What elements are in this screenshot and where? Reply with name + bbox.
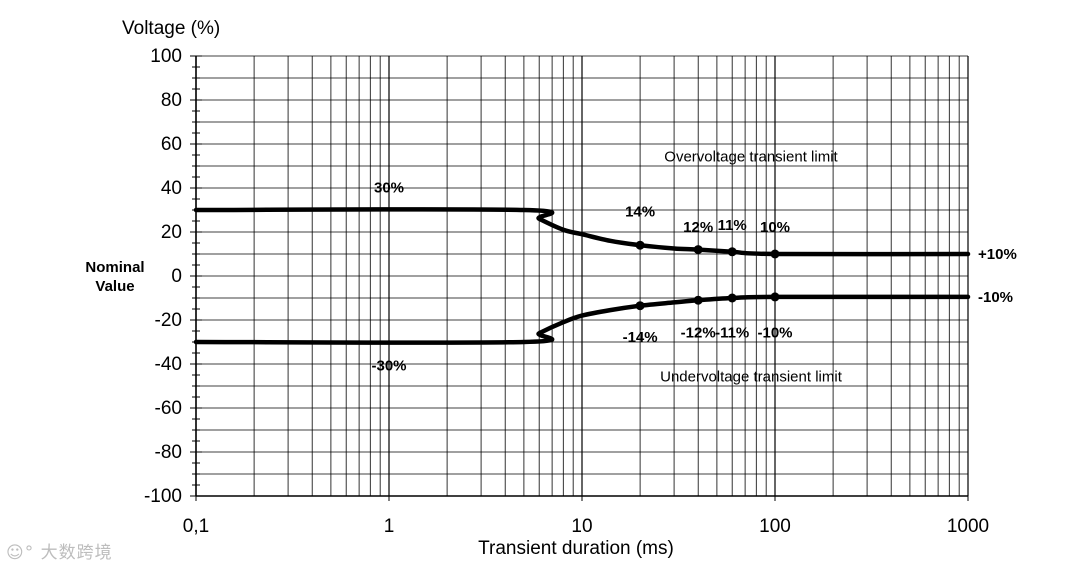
- x-tick-label: 10: [571, 516, 592, 537]
- overvoltage-region-label: Overvoltage transient limit: [664, 149, 838, 166]
- percent-annotation: -11%: [715, 325, 749, 342]
- plus-10-label: +10%: [978, 246, 1017, 263]
- percent-annotation: 10%: [760, 219, 790, 236]
- y-tick-label: -20: [155, 310, 182, 331]
- percent-annotation: -10%: [757, 325, 792, 342]
- nominal-value-label: Nominal Value: [85, 259, 144, 295]
- minus-10-label: -10%: [978, 289, 1013, 306]
- data-point: [727, 247, 737, 257]
- data-point: [693, 245, 703, 255]
- data-point: [635, 301, 645, 311]
- y-tick-label: 80: [161, 90, 182, 111]
- percent-annotation: 30%: [374, 179, 404, 196]
- percent-annotation: -12%: [681, 325, 716, 342]
- percent-annotation: 14%: [625, 204, 655, 221]
- watermark-logo: ☺° 大数跨境: [6, 543, 113, 563]
- nominal-value-line: Nominal: [85, 259, 144, 276]
- grid: [195, 55, 969, 497]
- y-tick-label: -40: [155, 354, 182, 375]
- series-lines: [193, 207, 971, 345]
- data-points: [635, 240, 780, 311]
- x-axis-title: Transient duration (ms): [478, 538, 674, 559]
- percent-annotation: 12%: [683, 219, 713, 236]
- y-tick-label: -80: [155, 442, 182, 463]
- x-tick-label: 100: [759, 516, 791, 537]
- y-axis-title: Voltage (%): [122, 18, 220, 39]
- nominal-value-line: Value: [95, 278, 134, 295]
- data-point: [635, 240, 645, 250]
- y-tick-label: 60: [161, 134, 182, 155]
- percent-annotation: -14%: [623, 329, 658, 346]
- y-tick-label: -60: [155, 398, 182, 419]
- data-point: [770, 292, 780, 302]
- undervoltage-line: [193, 294, 971, 345]
- x-tick-label: 1: [384, 516, 395, 537]
- overvoltage-line: [193, 207, 971, 257]
- y-tick-label: 0: [171, 266, 182, 287]
- x-tick-label: 1000: [947, 516, 989, 537]
- y-tick-label: 20: [161, 222, 182, 243]
- percent-annotation: -30%: [371, 358, 406, 375]
- y-tick-label: 100: [150, 46, 182, 67]
- percent-annotation: 11%: [718, 217, 747, 234]
- axes: 100 80 60 40 20 0 -20 -40 -60 -80 -1000,1 1 10 100 100…: [144, 46, 989, 537]
- undervoltage-region-label: Undervoltage transient limit: [660, 369, 843, 386]
- y-tick-label: -100: [144, 486, 182, 507]
- data-point: [770, 249, 780, 259]
- y-tick-label: 40: [161, 178, 182, 199]
- labels: Nominal Value +10% -10% 30% 14% 12% 11% 10% -30% -…: [85, 149, 1016, 386]
- x-tick-label: 0,1: [183, 516, 209, 537]
- data-point: [693, 295, 703, 305]
- data-point: [727, 293, 737, 303]
